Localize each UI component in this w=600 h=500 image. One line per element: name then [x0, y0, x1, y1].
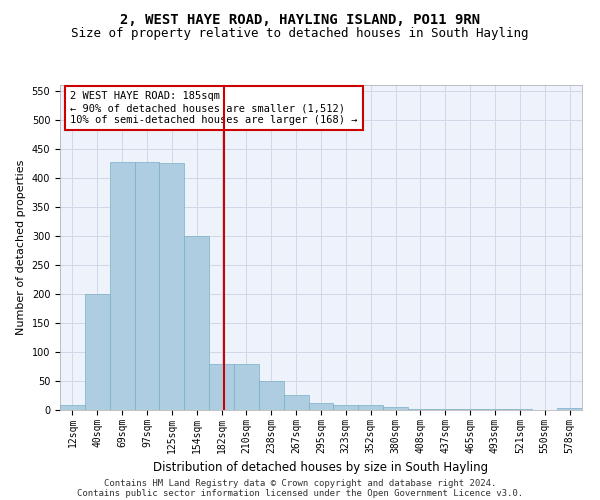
Bar — [383, 407, 408, 410]
Text: Contains public sector information licensed under the Open Government Licence v3: Contains public sector information licen… — [77, 488, 523, 498]
Bar — [358, 406, 383, 410]
Bar — [60, 406, 85, 410]
Bar — [209, 364, 234, 410]
X-axis label: Distribution of detached houses by size in South Hayling: Distribution of detached houses by size … — [154, 461, 488, 474]
Bar — [433, 409, 458, 410]
Bar — [134, 162, 160, 410]
Bar — [184, 236, 209, 410]
Bar — [160, 164, 184, 410]
Bar — [110, 162, 134, 410]
Bar — [308, 403, 334, 410]
Bar — [334, 406, 358, 410]
Bar — [284, 396, 308, 410]
Bar — [408, 409, 433, 410]
Text: Contains HM Land Registry data © Crown copyright and database right 2024.: Contains HM Land Registry data © Crown c… — [104, 478, 496, 488]
Text: Size of property relative to detached houses in South Hayling: Size of property relative to detached ho… — [71, 28, 529, 40]
Text: 2, WEST HAYE ROAD, HAYLING ISLAND, PO11 9RN: 2, WEST HAYE ROAD, HAYLING ISLAND, PO11 … — [120, 12, 480, 26]
Bar — [85, 294, 110, 410]
Bar — [557, 408, 582, 410]
Text: 2 WEST HAYE ROAD: 185sqm
← 90% of detached houses are smaller (1,512)
10% of sem: 2 WEST HAYE ROAD: 185sqm ← 90% of detach… — [70, 92, 358, 124]
Bar — [259, 381, 284, 410]
Y-axis label: Number of detached properties: Number of detached properties — [16, 160, 26, 335]
Bar — [234, 364, 259, 410]
